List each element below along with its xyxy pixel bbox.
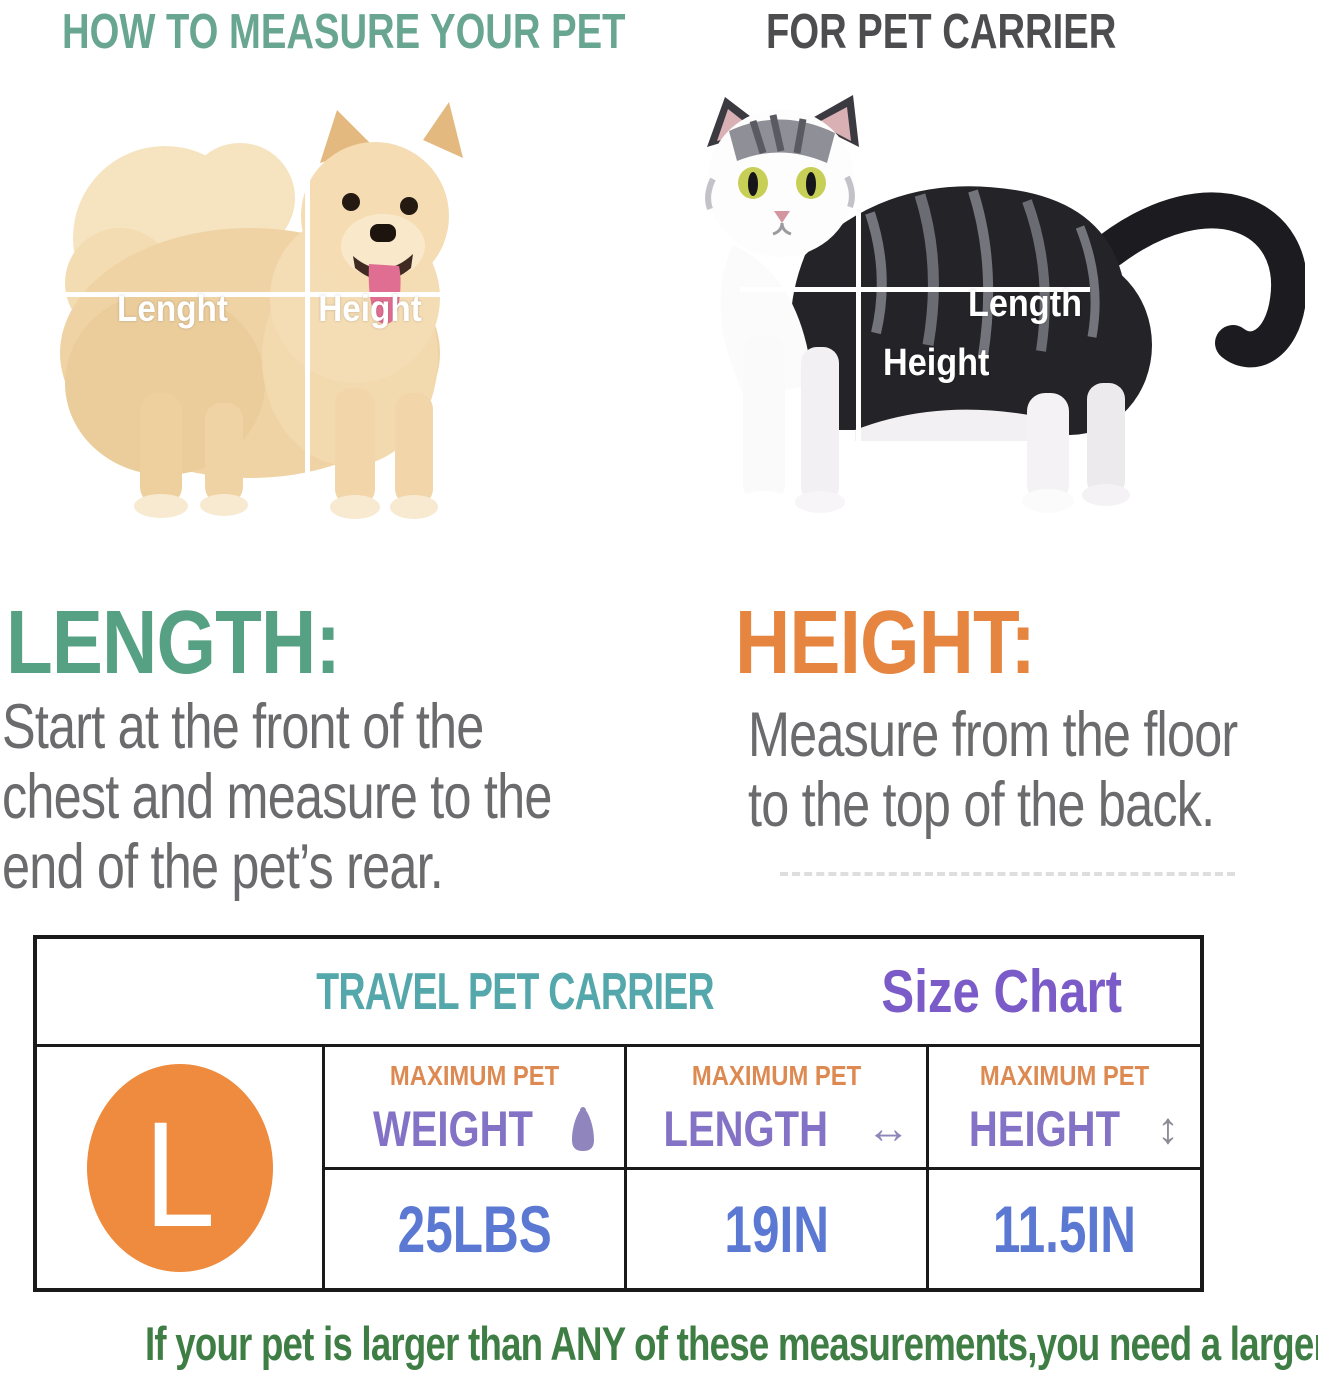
length-value: 19IN: [724, 1192, 829, 1266]
dog-height-label: Height: [318, 288, 422, 329]
column-header-length: MAXIMUM PET LENGTH ↔: [624, 1047, 926, 1167]
size-chart-header: TRAVEL PET CARRIER Size Chart: [37, 939, 1200, 1047]
cat-height-line: [856, 207, 861, 513]
length-value-cell: 19IN: [624, 1167, 926, 1288]
height-value-cell: 11.5IN: [926, 1167, 1200, 1288]
length-heading: LENGTH:: [6, 593, 341, 693]
dog-figure: Lenght Height: [25, 88, 570, 548]
column-header-weight: MAXIMUM PET WEIGHT: [322, 1047, 624, 1167]
size-letter: L: [144, 1089, 215, 1258]
dog-length-label: Lenght: [117, 288, 228, 329]
page-title-sub: FOR PET CARRIER: [766, 5, 1117, 59]
dog-length-line: [48, 292, 556, 297]
height-value: 11.5IN: [992, 1192, 1137, 1266]
height-label: HEIGHT: [968, 1101, 1121, 1157]
cat-height-label: Height: [883, 342, 990, 384]
size-chart-table: TRAVEL PET CARRIER Size Chart L MAXIMUM …: [33, 935, 1204, 1292]
weight-value: 25LBS: [397, 1192, 552, 1266]
arrow-up-down-icon: ↕: [1156, 1104, 1179, 1153]
length-description: Start at the front of the chest and meas…: [2, 692, 552, 902]
size-chart-title: TRAVEL PET CARRIER: [316, 962, 714, 1021]
cat-figure: Length Height: [655, 95, 1305, 525]
weight-label: WEIGHT: [372, 1101, 533, 1157]
weight-value-cell: 25LBS: [322, 1167, 624, 1288]
pet-weight-icon: [572, 1107, 595, 1151]
column-header-height: MAXIMUM PET HEIGHT ↕: [926, 1047, 1200, 1167]
length-kicker: MAXIMUM PET: [691, 1060, 862, 1091]
dog-height-line: [305, 165, 310, 492]
weight-kicker: MAXIMUM PET: [389, 1060, 560, 1091]
size-chart-subtitle: Size Chart: [881, 958, 1122, 1025]
size-badge: L: [86, 1063, 273, 1272]
page-title-main: HOW TO MEASURE YOUR PET: [62, 5, 626, 59]
cat-length-label: Length: [968, 283, 1082, 325]
height-heading: HEIGHT:: [735, 593, 1036, 693]
footer-note: If your pet is larger than ANY of these …: [144, 1317, 1318, 1370]
height-kicker: MAXIMUM PET: [979, 1060, 1150, 1091]
arrow-left-right-icon: ↔: [866, 1104, 911, 1153]
size-badge-cell: L: [37, 1047, 322, 1288]
faint-dashed-line: [780, 872, 1235, 876]
height-description: Measure from the floor to the top of the…: [748, 700, 1238, 840]
cat-illustration: [705, 95, 1305, 515]
length-label: LENGTH: [663, 1101, 828, 1157]
cat-length-line: [740, 287, 1090, 292]
dog-illustration: [60, 102, 463, 519]
